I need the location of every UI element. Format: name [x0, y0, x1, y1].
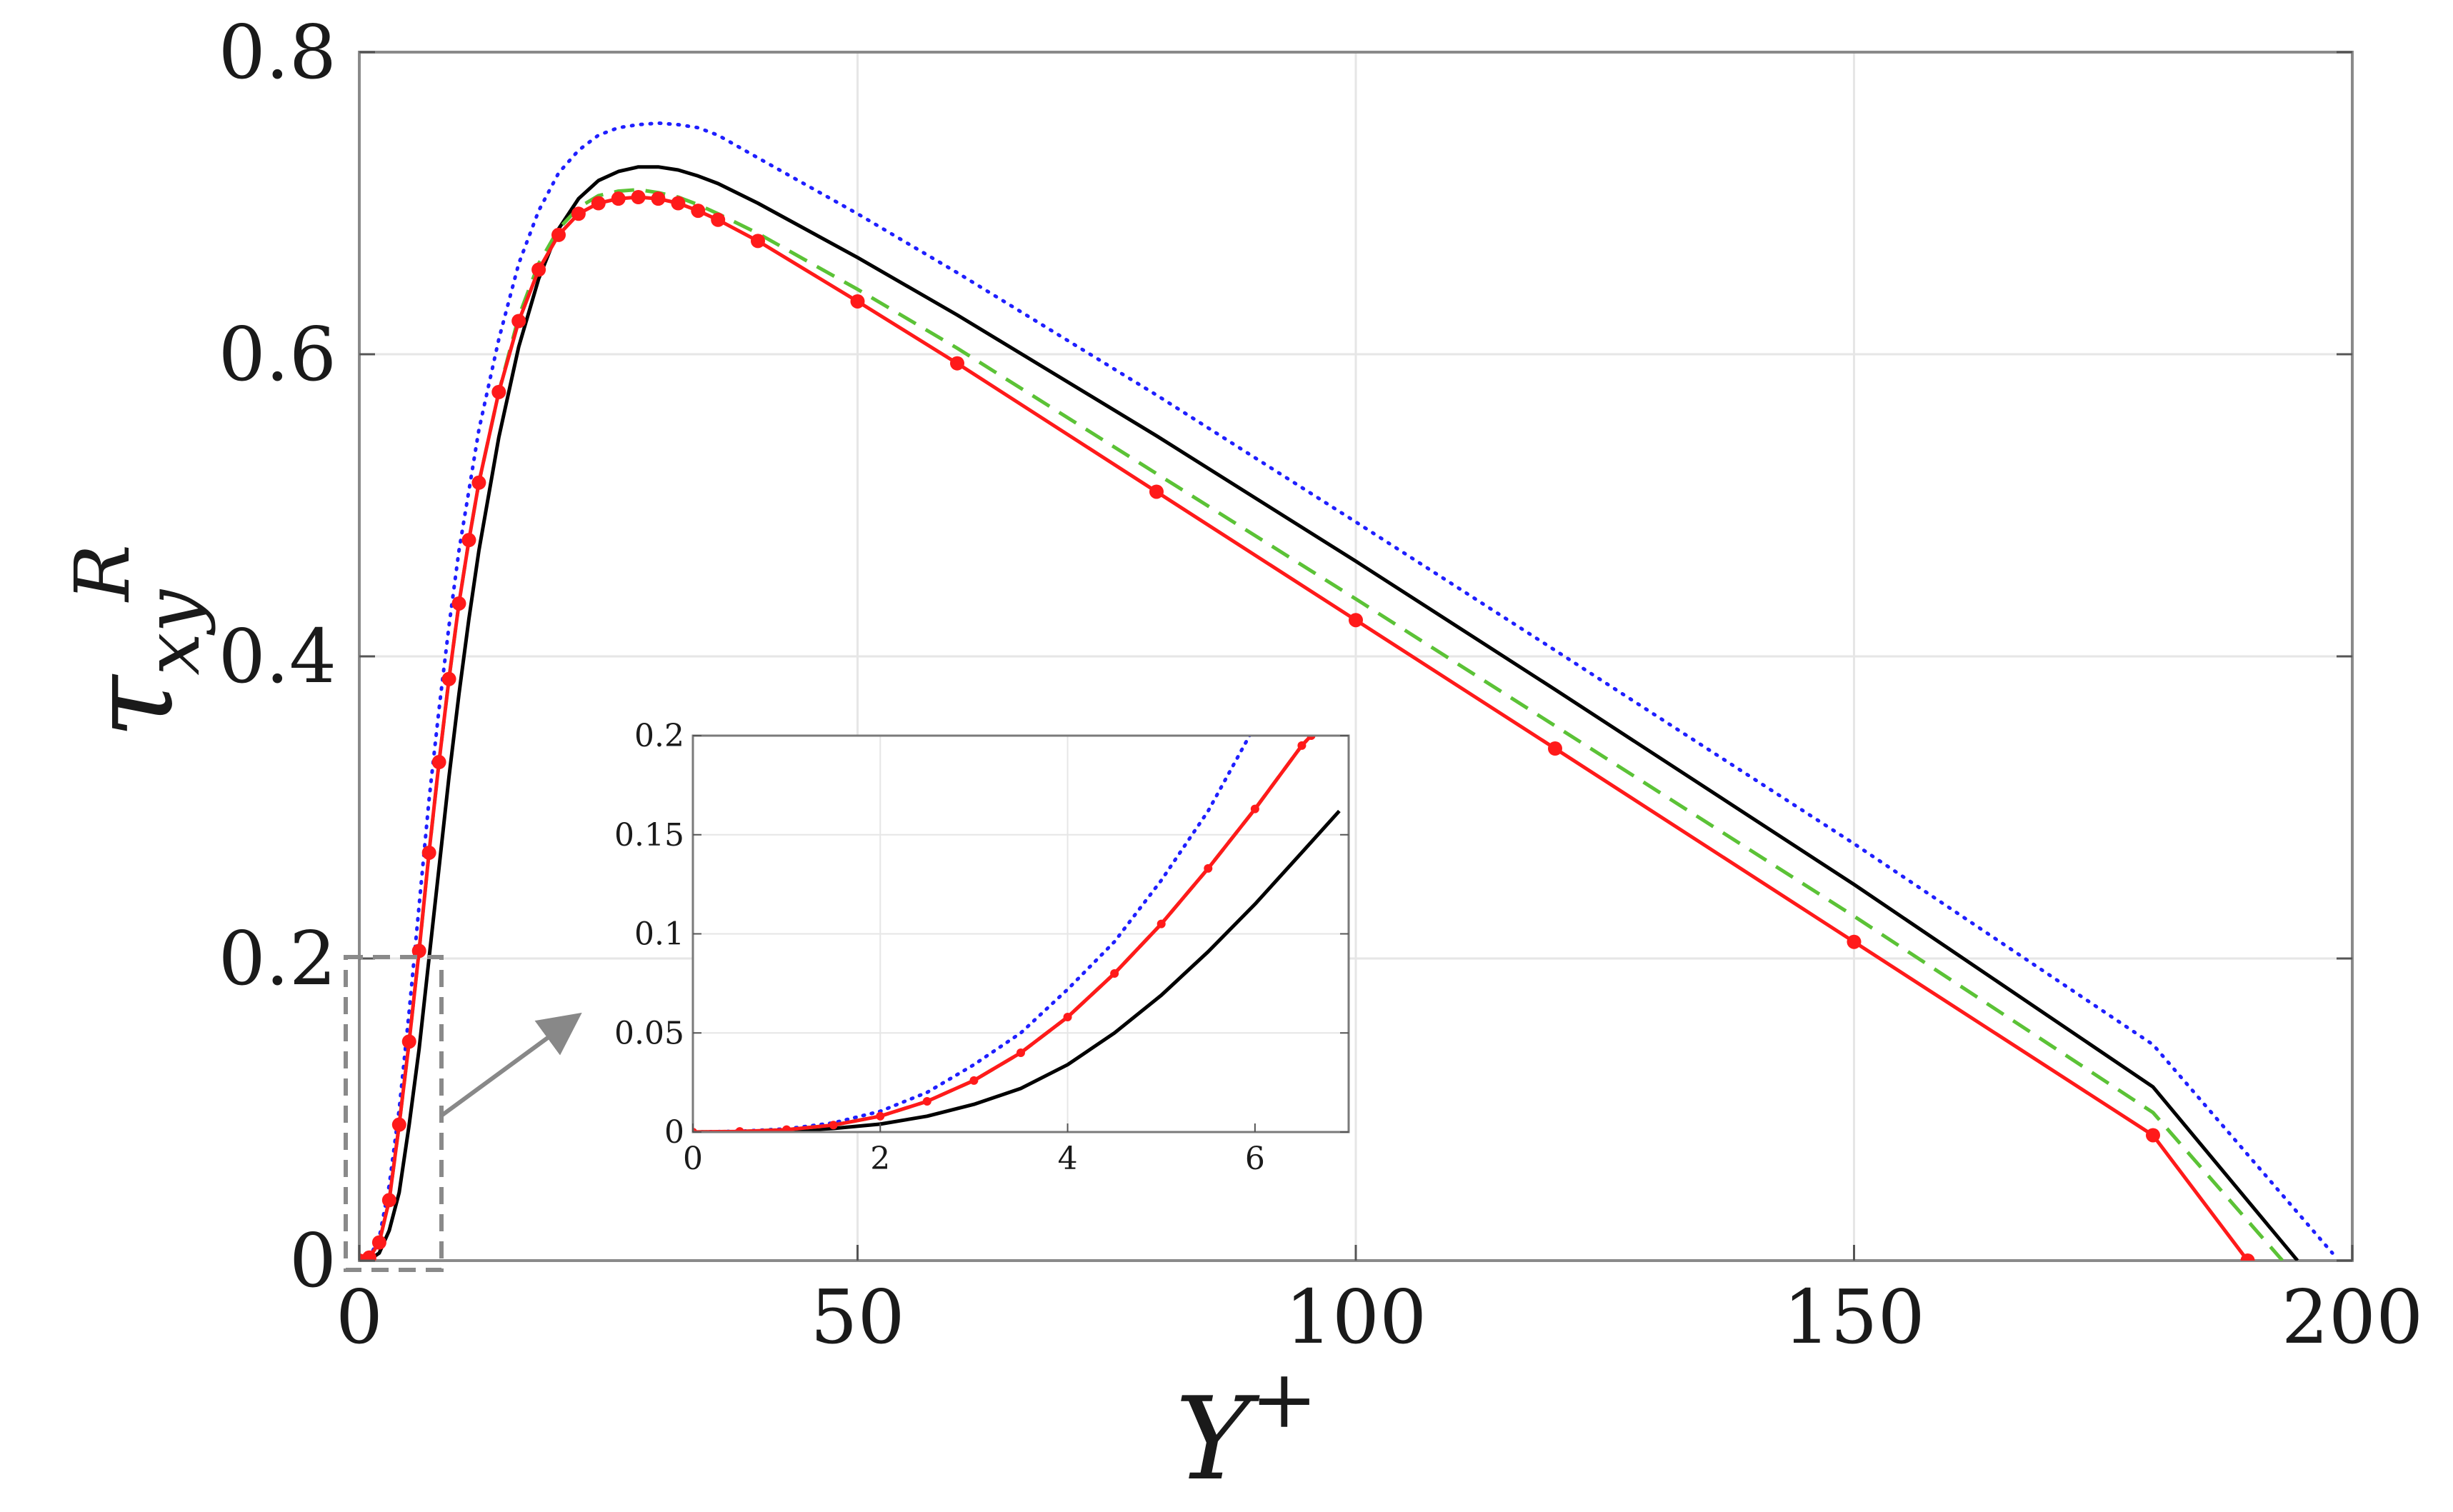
inset-x-tick-label: 6: [1245, 1141, 1265, 1177]
inset-marker-red-solid-markers: [1204, 863, 1213, 873]
inset-y-tick-label: 0.1: [634, 916, 684, 953]
inset-marker-red-solid-markers: [1250, 804, 1259, 813]
main-series: [359, 121, 2334, 1261]
main-y-tick-label: 0.8: [219, 9, 336, 96]
y-axis-label-superscript: R: [59, 544, 146, 603]
main-marker-red-solid-markers: [1548, 741, 1562, 756]
main-marker-red-solid-markers: [461, 533, 476, 548]
inset-y-tick-label: 0.15: [614, 817, 684, 853]
main-series-green-dashed: [359, 188, 2284, 1261]
main-marker-red-solid-markers: [451, 596, 466, 611]
inset-marker-red-solid-markers: [922, 1096, 931, 1106]
main-marker-red-solid-markers: [381, 1193, 396, 1208]
main-marker-red-solid-markers: [511, 314, 526, 329]
main-marker-red-solid-markers: [1847, 934, 1862, 949]
y-axis-label: τxy R: [59, 544, 216, 739]
main-marker-red-solid-markers: [371, 1235, 386, 1250]
main-marker-red-solid-markers: [691, 204, 706, 219]
inset-marker-red-solid-markers: [1110, 969, 1119, 978]
main-marker-red-solid-markers: [651, 191, 666, 206]
main-marker-red-solid-markers: [711, 212, 726, 227]
x-axis-label: Y+: [1175, 1353, 1317, 1506]
inset-marker-red-solid-markers: [735, 1127, 744, 1132]
main-series-black-solid: [359, 165, 2299, 1261]
main-grid: [359, 52, 2352, 1261]
inset-x-tick-label: 0: [683, 1141, 703, 1177]
inset-marker-red-solid-markers: [876, 1111, 885, 1121]
inset-y-tick-label: 0.05: [614, 1015, 684, 1051]
main-marker-red-solid-markers: [631, 190, 646, 205]
main-marker-red-solid-markers: [551, 227, 566, 242]
main-marker-red-solid-markers: [471, 475, 486, 490]
main-marker-red-solid-markers: [671, 196, 686, 211]
x-axis-label-main: Y: [1175, 1372, 1260, 1506]
main-marker-red-solid-markers: [421, 845, 436, 860]
y-axis-label-subscript: xy: [129, 589, 216, 676]
main-x-tick-label: 100: [1285, 1273, 1427, 1361]
main-marker-red-solid-markers: [491, 384, 506, 399]
main-x-tick-label: 150: [1783, 1273, 1925, 1361]
y-axis-label-main: τ: [65, 674, 199, 739]
inset-x-tick-label: 2: [870, 1141, 890, 1177]
inset-ticks: 0 2 4 6 0 0.05 0.1 0.15 0.2: [614, 718, 1349, 1177]
main-marker-red-solid-markers: [441, 671, 456, 686]
main-marker-red-solid-markers: [751, 234, 765, 249]
main-marker-red-solid-markers: [531, 262, 546, 277]
main-y-tick-label: 0: [289, 1217, 336, 1304]
inset-marker-red-solid-markers: [1156, 919, 1166, 928]
inset-marker-red-solid-markers: [1016, 1048, 1025, 1057]
inset-series: [693, 736, 1341, 1132]
x-axis-label-superscript: +: [1251, 1353, 1318, 1446]
main-marker-red-solid-markers: [850, 294, 865, 309]
inset-y-tick-label: 0: [664, 1114, 684, 1151]
main-x-tick-label: 50: [810, 1273, 904, 1361]
main-series-red-solid-markers: [359, 195, 2249, 1261]
main-marker-red-solid-markers: [391, 1117, 406, 1132]
main-marker-red-solid-markers: [401, 1034, 416, 1049]
inset-marker-red-solid-markers: [782, 1125, 791, 1132]
inset-plot: 0 2 4 6 0 0.05 0.1 0.15 0.2: [614, 718, 1350, 1177]
main-marker-red-solid-markers: [411, 943, 426, 958]
main-marker-red-solid-markers: [611, 191, 626, 206]
main-x-tick-label: 200: [2282, 1273, 2424, 1361]
inset-marker-red-solid-markers: [969, 1076, 979, 1085]
inset-marker-red-solid-markers: [829, 1121, 838, 1130]
inset-x-tick-label: 4: [1058, 1141, 1078, 1177]
inset-marker-red-solid-markers: [1063, 1013, 1072, 1022]
main-marker-red-solid-markers: [950, 356, 964, 371]
inset-y-tick-label: 0.2: [634, 718, 684, 754]
main-y-tick-label: 0.2: [219, 915, 336, 1002]
main-marker-red-solid-markers: [591, 196, 606, 211]
inset-series-black-solid: [693, 809, 1341, 1132]
y-axis-label-text: τxy: [65, 589, 216, 739]
zoom-arrow: [440, 1012, 582, 1118]
main-y-tick-label: 0.4: [219, 613, 336, 700]
main-marker-red-solid-markers: [571, 206, 586, 221]
inset-marker-red-solid-markers: [1297, 741, 1307, 750]
main-marker-red-solid-markers: [2240, 1253, 2255, 1261]
main-x-tick-label: 0: [336, 1273, 383, 1361]
main-marker-red-solid-markers: [361, 1250, 376, 1261]
main-marker-red-solid-markers: [1349, 613, 1363, 628]
main-marker-red-solid-markers: [431, 755, 446, 770]
main-y-tick-label: 0.6: [219, 311, 336, 398]
main-marker-red-solid-markers: [2146, 1128, 2160, 1143]
main-marker-red-solid-markers: [1149, 484, 1164, 499]
